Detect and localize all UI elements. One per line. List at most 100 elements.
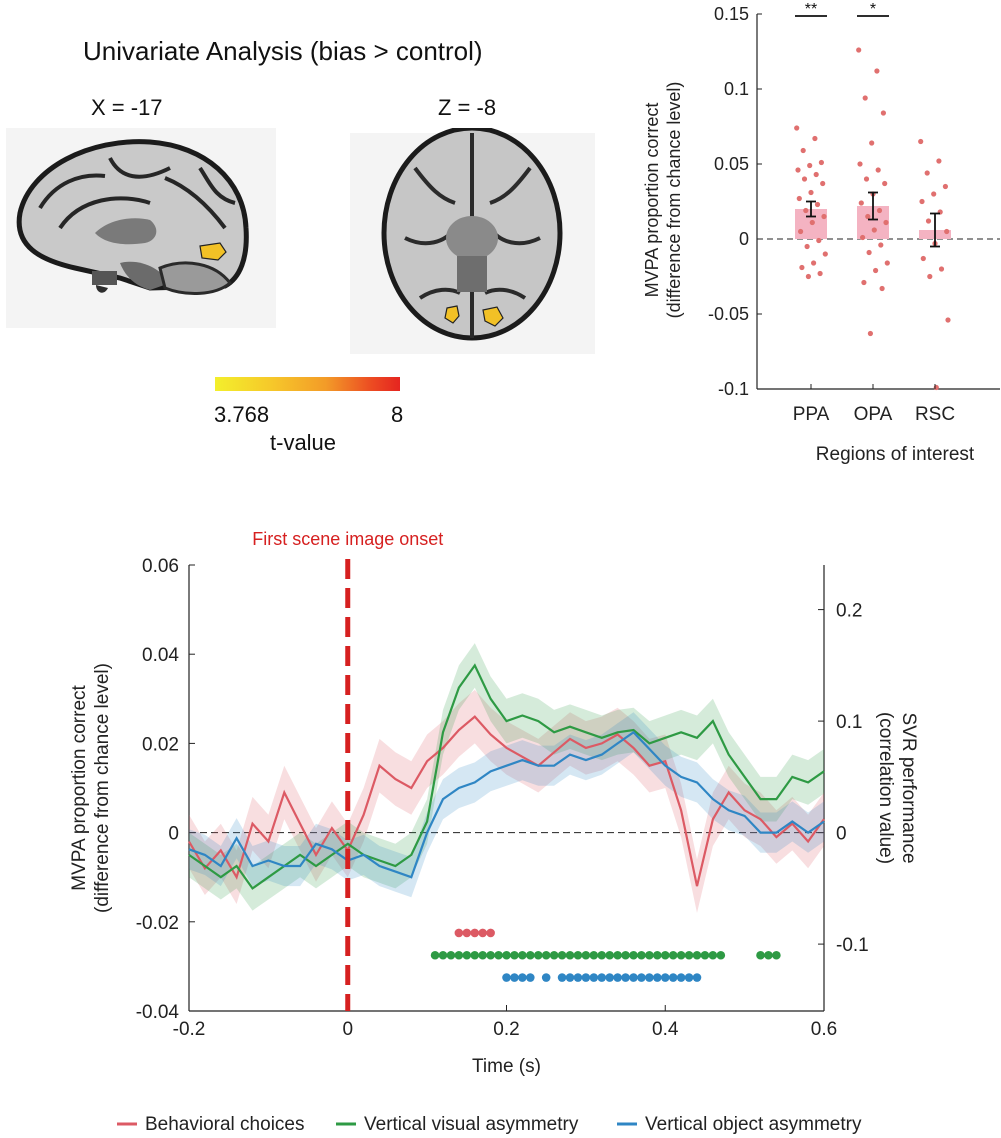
colorbar-max-label: 8 <box>391 402 404 427</box>
series-2-significance-dot <box>454 950 464 960</box>
series-3-significance-dot <box>581 973 591 982</box>
subject-point <box>814 201 821 208</box>
series-2-significance-dot <box>430 950 440 960</box>
series-3-significance-dot <box>653 973 662 982</box>
series-2-significance-dot <box>764 950 773 960</box>
axial-brain-image <box>350 128 595 354</box>
series-2-significance-dot <box>438 950 448 960</box>
mvpa-timecourse-chart: -0.04 -0.02 0 0.02 0.04 0.06 -0.1 0 0.1 0.2 -0.2 0 0… <box>69 529 919 1135</box>
series-1-significance-dot <box>486 928 495 938</box>
x-tick-label: PPA <box>793 404 830 425</box>
significance-marker: * <box>870 1 876 18</box>
series-3-significance-dot <box>613 973 622 982</box>
series-2-significance-dot <box>756 950 765 960</box>
y-tick-label: 0.1 <box>724 79 749 99</box>
subject-point <box>920 255 926 262</box>
series-3-line <box>188 730 825 879</box>
series-3-significance-dot <box>629 973 638 982</box>
series-2-significance-dot <box>565 950 575 960</box>
series-2-significance-dot <box>605 950 614 960</box>
series-3-significance-dot <box>676 973 686 982</box>
series-2-line <box>188 663 825 890</box>
series-2-significance-dot <box>518 950 527 960</box>
series-1-significance-dot <box>470 928 480 938</box>
significance-marker: ** <box>805 1 817 18</box>
y-tick-label: 0.05 <box>714 154 749 174</box>
subject-point <box>871 227 877 233</box>
series-1-significance-dot <box>454 928 464 938</box>
series-3-significance-dot <box>668 973 678 982</box>
legend-label-3: Vertical object asymmetry <box>645 1114 862 1135</box>
left-y-axis-title: MVPA proportion correct (difference from … <box>69 663 113 913</box>
right-y-axis-title-line: SVR performance <box>898 712 919 863</box>
left-y-tick-label: 0.04 <box>142 645 179 666</box>
series-2-significance-dot <box>772 950 781 960</box>
series-2-significance-dot <box>692 950 702 960</box>
series-2-significance-dot <box>494 950 503 960</box>
y-tick-label: -0.1 <box>718 379 749 399</box>
series-3-significance-dot <box>565 973 575 982</box>
series-3-significance-dot <box>589 973 599 982</box>
series-3-significance-dot <box>621 973 630 982</box>
series-2-significance-dot <box>684 950 694 960</box>
series-2-significance-dot <box>510 950 519 960</box>
right-y-tick-label: 0.2 <box>836 601 862 622</box>
subject-point <box>812 135 818 142</box>
series-3-significance-dot <box>692 973 702 982</box>
subject-point <box>809 219 815 226</box>
x-tick-label: 0.4 <box>652 1019 679 1040</box>
x-tick-label: 0 <box>342 1019 353 1040</box>
series-1-significance-dot <box>462 928 472 938</box>
y-axis-title-line: (difference from chance level) <box>664 82 684 319</box>
subject-point <box>821 213 827 220</box>
subject-point <box>857 161 863 167</box>
subject-point <box>938 266 945 272</box>
subject-point <box>931 191 937 197</box>
subject-point <box>873 267 879 274</box>
y-axis-title-line: MVPA proportion correct <box>642 103 662 298</box>
series-2-significance-dot <box>541 950 551 960</box>
series-2-significance-dot <box>589 950 599 960</box>
x-axis-title: Time (s) <box>472 1056 541 1077</box>
subject-point <box>807 162 813 169</box>
subject-point <box>820 180 826 187</box>
series-2-significance-dot <box>573 950 583 960</box>
subject-point <box>799 264 805 271</box>
right-y-axis-title: SVR performance(correlation value) <box>875 712 919 864</box>
subject-point <box>800 147 806 154</box>
subject-point <box>883 219 889 226</box>
series-2-significance-dot <box>581 950 591 960</box>
right-y-tick-label: 0.1 <box>836 712 862 733</box>
series-2-significance-dot <box>502 950 511 960</box>
x-axis-title: Regions of interest <box>816 444 975 465</box>
series-3-significance-dot <box>518 973 527 982</box>
series-2-significance-dot <box>597 950 607 960</box>
series-2-significance-dot <box>660 950 670 960</box>
series-2-significance-dot <box>549 950 559 960</box>
subject-point <box>804 243 810 250</box>
subject-point <box>813 171 819 178</box>
series-2-significance-dot <box>533 950 543 960</box>
right-y-axis-title-line: (correlation value) <box>875 712 896 864</box>
subject-point <box>875 167 881 173</box>
y-tick-label: 0.15 <box>714 4 749 24</box>
subject-point <box>924 170 930 176</box>
series-2-significance-dot <box>478 950 487 960</box>
subject-point <box>933 384 939 391</box>
legend-label-1: Behavioral choices <box>145 1114 304 1135</box>
series-3-significance-dot <box>557 973 567 982</box>
right-y-tick-label: -0.1 <box>836 935 869 956</box>
series-2-significance-dot <box>613 950 622 960</box>
subject-point <box>816 237 822 244</box>
subject-point <box>865 213 871 220</box>
series-3-significance-dot <box>510 973 519 982</box>
subject-point <box>798 228 804 235</box>
series-3-significance-dot <box>684 973 694 982</box>
right-y-tick-label: 0 <box>836 824 847 845</box>
series-2-significance-dot <box>526 950 535 960</box>
series-3-significance-dot <box>660 973 670 982</box>
subject-point <box>882 180 888 187</box>
subject-point <box>808 189 814 196</box>
subject-point <box>860 234 866 241</box>
subject-point <box>803 207 809 214</box>
